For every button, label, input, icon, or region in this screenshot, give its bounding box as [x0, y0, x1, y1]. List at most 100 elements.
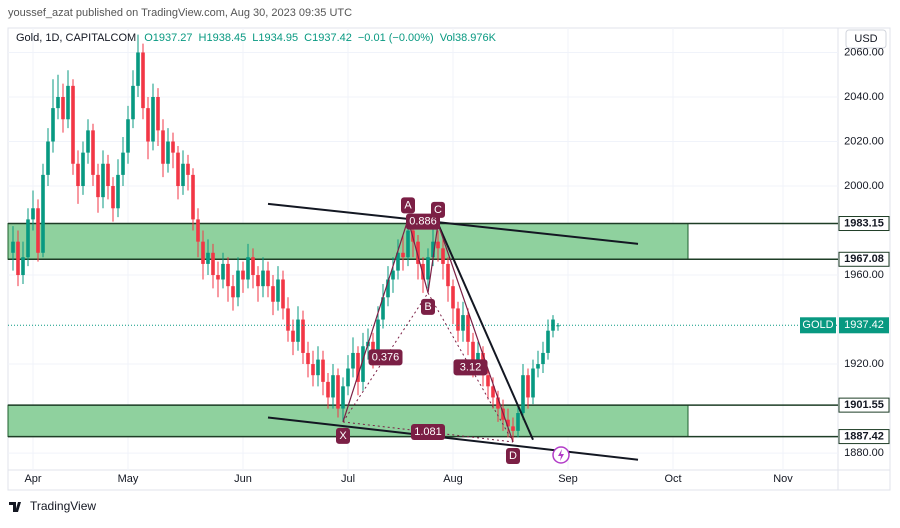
candle-body	[206, 252, 210, 264]
candle-body	[271, 286, 275, 302]
candle-body	[421, 263, 425, 280]
candle-body	[341, 386, 345, 409]
candle-body	[326, 381, 330, 398]
publisher: youssef_azat published on TradingView.co…	[8, 7, 352, 19]
candle-body	[461, 315, 465, 331]
ratio-line	[342, 292, 429, 423]
ratio-label: 3.12	[460, 361, 481, 373]
x-tick-label: Oct	[664, 473, 681, 485]
candle-body	[441, 248, 445, 264]
last-price-label: 1937.42	[844, 319, 884, 331]
point-box	[401, 197, 415, 214]
candle-body	[116, 174, 120, 209]
candle-body	[201, 241, 205, 264]
candle-body	[486, 375, 490, 387]
candle-body	[86, 130, 90, 153]
candle-body	[371, 341, 375, 353]
pattern-leg	[407, 219, 429, 294]
candle-body	[451, 286, 455, 309]
candle-body	[356, 352, 360, 382]
candle-body	[146, 108, 150, 142]
candle-body	[181, 163, 185, 187]
candle-body	[51, 108, 55, 142]
point-label: D	[509, 450, 517, 462]
candle-body	[281, 279, 285, 309]
candle-body	[351, 352, 355, 369]
y-tick-label: 1920.00	[844, 358, 884, 370]
candle-body	[61, 96, 65, 120]
x-tick-label: Aug	[443, 473, 463, 485]
candle-body	[241, 270, 245, 280]
candle-body	[306, 352, 310, 365]
y-tick-label: 2060.00	[844, 46, 884, 58]
candle-body	[431, 241, 435, 258]
x-tick-label: Jul	[341, 473, 355, 485]
event-icon-bolt	[558, 449, 564, 461]
candle-body	[221, 263, 225, 280]
candle-body	[551, 319, 555, 331]
candle-body	[406, 230, 410, 258]
candle-body	[211, 252, 215, 276]
candle-body	[76, 163, 80, 187]
currency-button[interactable]	[845, 29, 887, 49]
point-box	[506, 447, 520, 464]
candle-body	[471, 341, 475, 365]
candle-body	[41, 174, 45, 253]
y-tick-label: 1960.00	[844, 269, 884, 281]
candle-body	[491, 386, 495, 398]
candle-body	[126, 119, 130, 153]
ohlc-label: C1937.42	[304, 32, 352, 44]
x-tick-label: Jun	[234, 473, 252, 485]
candle-body	[396, 252, 400, 271]
candle-body	[526, 375, 530, 398]
candle-body	[31, 208, 35, 220]
candle-body	[311, 364, 315, 376]
ohlc-label: O1937.27	[144, 32, 192, 44]
candle-body	[276, 279, 280, 302]
candle-body	[101, 163, 105, 198]
candle-body	[331, 375, 335, 398]
candle-body	[381, 297, 385, 320]
candle-body	[361, 346, 365, 382]
y-tick-label: 2020.00	[844, 135, 884, 147]
ohlc-label: Vol38.976K	[440, 32, 497, 44]
last-price-name: GOLD	[802, 319, 833, 331]
candle-body	[446, 263, 450, 287]
candle-body	[56, 96, 60, 109]
price-label-box	[838, 216, 890, 232]
candle-body	[11, 241, 15, 253]
candle-body	[236, 270, 240, 298]
candle-body	[136, 52, 140, 86]
zone	[7, 223, 689, 260]
candle-body	[506, 419, 510, 427]
candle-body	[131, 85, 135, 120]
footer-logo	[9, 502, 21, 512]
currency: USD	[854, 33, 877, 45]
price-label-box	[838, 429, 890, 445]
candle-body	[416, 241, 420, 264]
candle-body	[161, 130, 165, 164]
pattern-leg	[342, 219, 409, 423]
candle-body	[336, 375, 340, 409]
x-tick-label: Apr	[24, 473, 41, 485]
candle-body	[531, 368, 535, 398]
candle-body	[536, 364, 540, 369]
candle-body	[16, 241, 20, 276]
ratio-box	[368, 349, 403, 366]
ohlc-label: L1934.95	[252, 32, 298, 44]
ratio-box	[406, 213, 440, 230]
candle-body	[151, 96, 155, 142]
candle-body	[121, 152, 125, 175]
candle-body	[256, 275, 260, 287]
ratio-label: 0.376	[372, 351, 400, 363]
candle-body	[96, 174, 100, 198]
candle-body	[436, 241, 440, 249]
candle-body	[36, 208, 40, 253]
candle-body	[191, 174, 195, 220]
trendline	[267, 416, 639, 461]
candle-body	[141, 52, 145, 109]
pattern-leg	[427, 223, 439, 293]
candle-body	[111, 186, 115, 209]
candle-body	[376, 319, 380, 353]
x-tick-label: Sep	[558, 473, 578, 485]
